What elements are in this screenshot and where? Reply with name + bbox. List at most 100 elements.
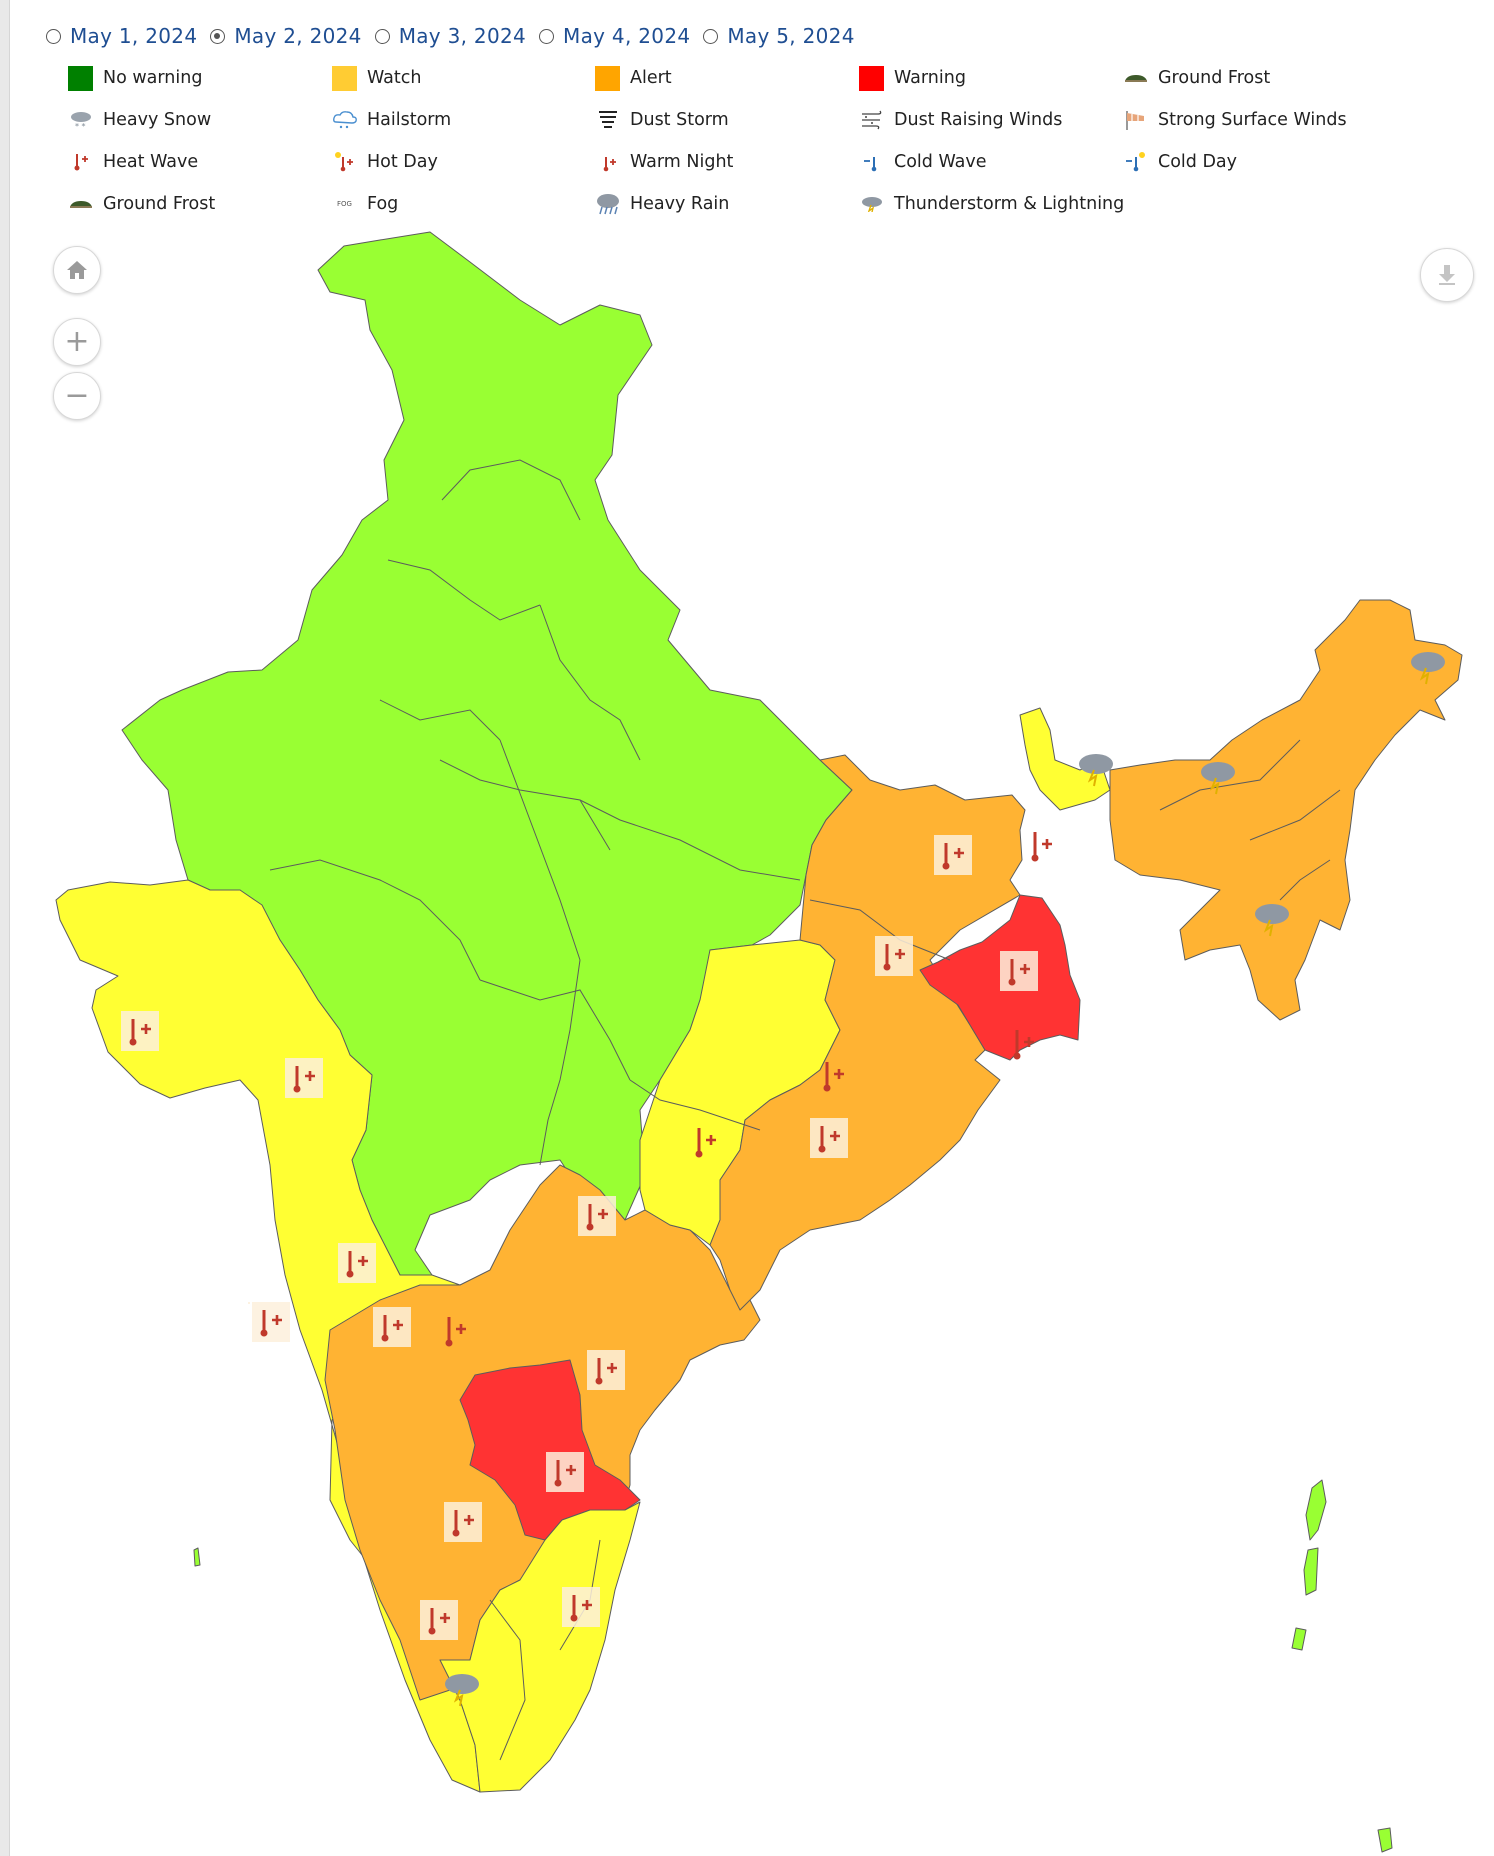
legend-label: Dust Raising Winds [894,110,1063,130]
region-andaman-islands[interactable] [1305,1479,1327,1541]
heavy-rain-icon [595,192,620,217]
minus-icon: − [64,378,90,413]
legend-row: Heat Wave Hot Day Warm Night Cold Wave C… [68,146,1368,188]
date-option-may-2[interactable]: May 2, 2024 [210,24,361,48]
thunderstorm-marker[interactable] [1255,904,1289,937]
ground-frost-icon [1123,66,1148,91]
legend-item-thunderstorm: Thunderstorm & Lightning [859,188,1124,220]
warm-night-marker[interactable] [812,1052,844,1092]
thunderstorm-marker[interactable] [1201,762,1235,795]
warm-night-marker[interactable] [1002,1020,1034,1060]
home-icon [67,261,87,279]
heavy-snow-icon: * * [68,108,93,133]
heat-wave-marker[interactable] [1000,951,1038,991]
legend-item-heavy-snow: * * Heavy Snow [68,104,211,136]
region-watch-south[interactable] [439,1501,641,1793]
date-label: May 3, 2024 [398,24,527,48]
warm-night-marker[interactable] [434,1307,466,1347]
legend-item-hot-day: Hot Day [332,146,438,178]
date-label: May 1, 2024 [70,24,198,48]
no-warning-swatch [68,65,93,91]
heat-wave-marker[interactable] [562,1587,600,1627]
warm-night-marker[interactable] [1020,822,1052,862]
legend-label: Ground Frost [1158,68,1271,88]
date-label: May 2, 2024 [234,24,362,48]
home-button[interactable] [53,246,101,294]
legend-label: Thunderstorm & Lightning [894,194,1125,214]
left-border [0,0,10,1856]
fog-icon: FOG [332,192,357,217]
download-button[interactable] [1420,248,1474,302]
dust-raising-winds-icon [859,108,884,133]
legend-label: Watch [367,68,422,88]
radio-button[interactable] [539,28,555,44]
legend-item-no-warning: No warning [68,62,202,94]
region-no-warning-north-central[interactable] [121,231,853,1276]
cold-wave-icon [859,150,884,175]
legend-item-warm-night: Warm Night [595,146,733,178]
region-nicobar-islands[interactable] [1377,1827,1393,1853]
heat-wave-marker[interactable] [546,1452,584,1492]
cold-day-icon [1123,150,1148,175]
thunderstorm-marker[interactable] [1079,754,1113,787]
legend-label: Cold Wave [894,152,987,172]
region-alert-northeast[interactable] [1109,599,1463,1021]
warm-night-marker[interactable] [684,1118,716,1158]
thunderstorm-marker[interactable] [1411,652,1445,685]
heat-wave-marker[interactable] [420,1600,458,1640]
region-andaman-islands[interactable] [1303,1547,1319,1596]
heat-wave-marker[interactable] [373,1307,411,1347]
heat-wave-marker[interactable] [248,1302,250,1304]
date-option-may-4[interactable]: May 4, 2024 [539,24,690,48]
legend-item-cold-wave: Cold Wave [859,146,987,178]
legend-label: Warm Night [630,152,734,172]
date-option-may-3[interactable]: May 3, 2024 [374,24,527,48]
strong-surface-winds-icon [1123,108,1148,133]
legend-label: Warning [894,68,966,88]
legend-label: Heat Wave [103,152,199,172]
svg-text:* *: * * [75,122,86,130]
radio-button[interactable] [374,28,390,44]
watch-swatch [332,65,357,91]
thunderstorm-marker[interactable] [445,1674,479,1707]
warm-night-markers [434,822,1052,1347]
heat-wave-icon [68,150,93,175]
legend-item-cold-day: Cold Day [1123,146,1237,178]
legend-item-alert: Alert [595,62,672,94]
fog-icon-text: FOG [337,200,352,208]
region-lakshadweep[interactable] [193,1547,201,1567]
zoom-out-button[interactable]: − [53,372,101,420]
warm-night-icon [595,150,620,175]
date-option-may-1[interactable]: May 1, 2024 [46,24,197,48]
radio-button-selected[interactable] [210,28,226,44]
heat-wave-marker[interactable] [338,1243,376,1283]
date-label: May 5, 2024 [727,24,855,48]
region-andaman-islands[interactable] [1291,1627,1307,1651]
legend-item-watch: Watch [332,62,421,94]
heat-wave-marker[interactable] [252,1302,290,1342]
zoom-in-button[interactable]: + [53,318,101,366]
heat-wave-marker[interactable] [810,1118,848,1158]
radio-button[interactable] [703,28,719,44]
hot-day-icon [332,150,357,175]
legend-item-dust-raising-winds: Dust Raising Winds [859,104,1062,136]
legend-label: No warning [103,68,203,88]
legend-label: Hailstorm [367,110,452,130]
legend-label: Alert [630,68,672,88]
region-alert-east[interactable] [709,754,1026,1311]
ground-frost-icon [68,192,93,217]
date-selector: May 1, 2024 May 2, 2024 May 3, 2024 May … [46,22,868,50]
plus-icon: + [64,324,90,359]
heat-wave-marker[interactable] [121,1011,159,1051]
heat-wave-marker[interactable] [578,1196,616,1236]
date-option-may-5[interactable]: May 5, 2024 [703,24,854,48]
legend-item-ground-frost: Ground Frost [68,188,215,220]
legend: No warning Watch Alert Warning Ground Fr… [68,62,1368,230]
heat-wave-marker[interactable] [285,1058,323,1098]
heat-wave-marker[interactable] [444,1502,482,1542]
heat-wave-marker[interactable] [587,1350,625,1390]
heat-wave-marker[interactable] [875,936,913,976]
heat-wave-marker[interactable] [934,835,972,875]
radio-button[interactable] [46,28,61,44]
legend-row: Ground Frost FOG Fog Heavy Rain Thunders… [68,188,1368,230]
